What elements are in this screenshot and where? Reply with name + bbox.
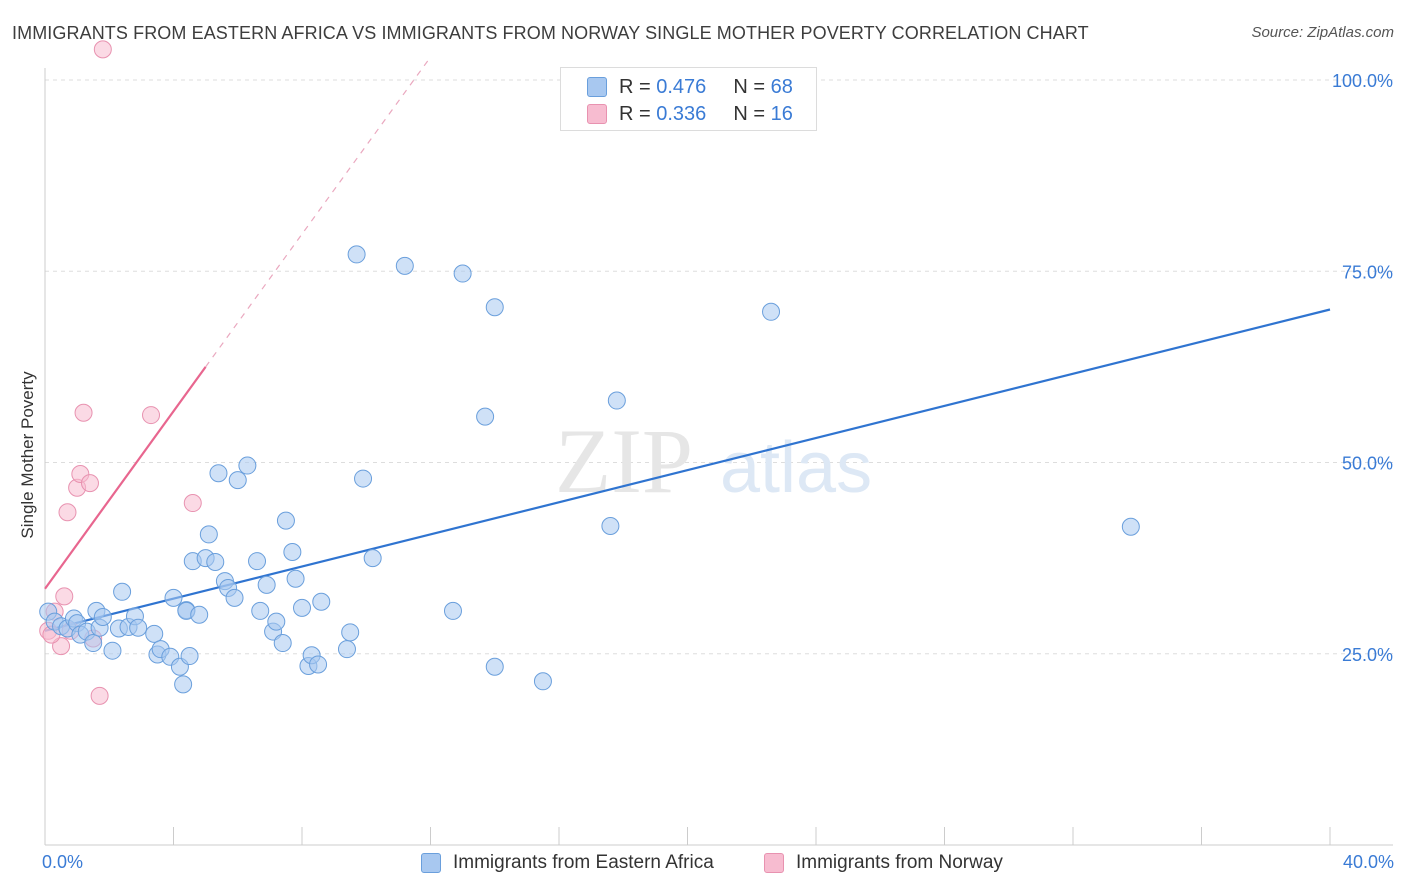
series-legend-norway: Immigrants from Norway: [764, 852, 1003, 874]
source-label: Source: ZipAtlas.com: [1251, 24, 1394, 41]
data-point-norway: [90, 686, 109, 705]
data-point-norway: [93, 40, 112, 59]
data-point-eastern-africa: [363, 549, 382, 568]
data-point-eastern-africa: [251, 601, 270, 620]
correlation-legend: R = 0.476 N = 68 R = 0.336 N = 16: [560, 67, 817, 131]
legend-r-value: 0.336: [656, 102, 707, 125]
series-legend-eastern-africa: Immigrants from Eastern Africa: [421, 852, 714, 874]
data-point-eastern-africa: [286, 569, 305, 588]
data-points: [39, 40, 1140, 705]
data-point-eastern-africa: [84, 634, 103, 653]
data-point-eastern-africa: [443, 601, 462, 620]
data-point-eastern-africa: [248, 552, 267, 571]
data-point-eastern-africa: [174, 675, 193, 694]
data-point-eastern-africa: [312, 592, 331, 611]
data-point-eastern-africa: [190, 605, 209, 624]
trend-lines: [44, 56, 1331, 632]
legend-swatch-pink: [587, 104, 607, 124]
data-point-eastern-africa: [180, 647, 199, 666]
legend-n-label: N =: [733, 75, 766, 98]
watermark-zip: ZIP: [555, 410, 693, 512]
data-point-eastern-africa: [485, 298, 504, 317]
legend-row-norway: R = 0.336 N = 16: [587, 102, 793, 126]
legend-r-label: R =: [619, 102, 651, 125]
data-point-eastern-africa: [267, 612, 286, 631]
data-point-eastern-africa: [129, 618, 148, 637]
y-tick-label: 25.0%: [1342, 645, 1393, 665]
data-point-eastern-africa: [164, 588, 183, 607]
series-label-norway: Immigrants from Norway: [796, 852, 1003, 873]
data-point-norway: [52, 637, 71, 656]
data-point-eastern-africa: [206, 552, 225, 571]
data-point-eastern-africa: [283, 543, 302, 562]
data-point-eastern-africa: [762, 302, 781, 321]
series-label-eastern-africa: Immigrants from Eastern Africa: [453, 852, 714, 873]
data-point-norway: [183, 494, 202, 513]
axes: [44, 68, 1393, 846]
legend-r-value: 0.476: [656, 75, 707, 98]
data-point-eastern-africa: [1121, 517, 1140, 536]
data-point-eastern-africa: [103, 641, 122, 660]
data-point-eastern-africa: [347, 245, 366, 264]
y-tick-label: 75.0%: [1342, 262, 1393, 282]
data-point-norway: [80, 474, 99, 493]
y-tick-label: 50.0%: [1342, 454, 1393, 474]
x-tick-min: 0.0%: [42, 852, 84, 872]
trend-line-eastern-africa: [44, 308, 1331, 632]
trend-line-norway: [44, 366, 207, 590]
data-point-norway: [58, 503, 77, 522]
data-point-eastern-africa: [93, 608, 112, 627]
data-point-eastern-africa: [601, 516, 620, 535]
data-point-eastern-africa: [225, 588, 244, 607]
data-point-eastern-africa: [145, 624, 164, 643]
legend-r-label: R =: [619, 75, 651, 98]
data-point-eastern-africa: [354, 469, 373, 488]
data-point-eastern-africa: [276, 511, 295, 530]
legend-row-eastern-africa: R = 0.476 N = 68: [587, 75, 793, 99]
data-point-eastern-africa: [476, 407, 495, 426]
legend-n-value: 68: [770, 75, 793, 98]
series-swatch-blue: [421, 853, 441, 873]
watermark-atlas: atlas: [720, 428, 872, 508]
data-point-eastern-africa: [199, 525, 218, 544]
data-point-eastern-africa: [113, 582, 132, 601]
data-point-eastern-africa: [341, 623, 360, 642]
data-point-eastern-africa: [293, 598, 311, 617]
data-point-norway: [74, 403, 93, 422]
data-point-eastern-africa: [453, 264, 472, 283]
data-point-eastern-africa: [485, 657, 504, 676]
series-swatch-pink: [764, 853, 784, 873]
x-tick-max: 40.0%: [1342, 852, 1394, 872]
y-axis-label: Single Mother Poverty: [18, 371, 37, 539]
data-point-norway: [142, 406, 161, 425]
data-point-eastern-africa: [257, 575, 276, 594]
data-point-eastern-africa: [209, 464, 228, 483]
watermark: ZIP atlas: [555, 410, 872, 512]
legend-swatch-blue: [587, 77, 607, 97]
y-tick-labels: 25.0% 50.0% 75.0% 100.0%: [1332, 71, 1393, 665]
y-tick-label: 100.0%: [1332, 71, 1393, 91]
trend-line-norway-extension: [205, 56, 431, 368]
data-point-eastern-africa: [309, 655, 328, 674]
data-point-eastern-africa: [273, 634, 292, 653]
data-point-norway: [55, 587, 74, 606]
legend-n-label: N =: [733, 102, 766, 125]
series-legend: Immigrants from Eastern Africa Immigrant…: [0, 852, 1406, 878]
data-point-eastern-africa: [533, 672, 552, 691]
chart-title: IMMIGRANTS FROM EASTERN AFRICA VS IMMIGR…: [12, 23, 1089, 43]
legend-n-value: 16: [770, 102, 793, 125]
grid-lines: [45, 79, 1393, 655]
data-point-eastern-africa: [228, 471, 247, 490]
data-point-eastern-africa: [337, 640, 356, 659]
data-point-eastern-africa: [238, 456, 257, 475]
data-point-eastern-africa: [395, 256, 414, 275]
data-point-eastern-africa: [607, 391, 626, 410]
